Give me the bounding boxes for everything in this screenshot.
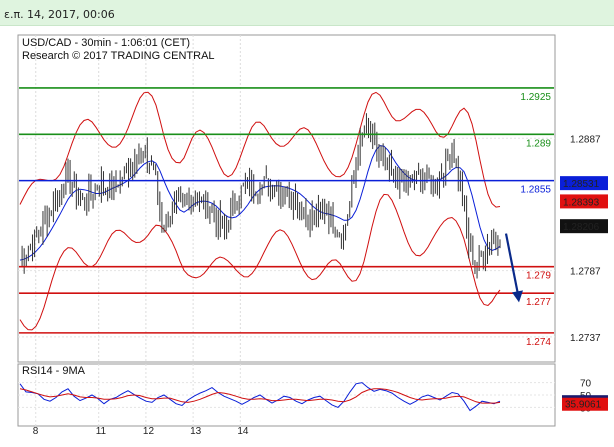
y-tick-label: 1.2737 [570,333,601,344]
price-tags: 1.28531 1.28393 1.28206 [560,176,608,234]
x-tick-label: 11 [96,426,107,437]
rsi-value-tags: 40.023735.9061 [562,395,608,411]
main-y-axis: 1.2887 1.2787 1.2737 [570,134,601,344]
date-label: ε.π. 14, 2017, 00:06 [4,8,115,21]
price-tag-label: 1.28206 [563,222,600,233]
chart-title: USD/CAD - 30min - 1:06:01 (CET) [22,37,190,49]
y-tick-label: 1.2787 [570,267,601,278]
rsi-lines [19,382,501,412]
forecast-arrow [504,233,523,303]
x-axis: 8 11 12 13 14 [33,426,249,437]
level-label: 1.2855 [520,185,551,196]
forecast-arrow-head [512,290,523,303]
price-tag-label: 1.28531 [563,179,600,190]
levels: 1.2925 1.289 1.2855 1.279 1.277 1.274 [19,87,554,348]
rsi-label: RSI14 - 9MA [22,365,86,377]
level-label: 1.2925 [520,92,551,103]
bollinger-lower [19,193,501,331]
rsi-series-line [19,388,501,404]
y-tick-label: 1.2887 [570,134,601,145]
price-tag-label: 1.28393 [563,197,600,208]
rsi-tag-box [562,397,608,411]
candles [21,113,501,279]
rsi-grid [18,364,555,426]
x-tick-label: 8 [33,426,39,437]
chart-subtitle: Research © 2017 TRADING CENTRAL [22,50,215,62]
price-tag-box [560,176,608,191]
level-label: 1.279 [526,271,551,282]
level-label: 1.277 [526,297,551,308]
rsi-series-line [19,382,501,412]
x-tick-label: 13 [190,426,202,437]
price-tag-box [560,194,608,209]
price-tag-box [560,219,608,234]
x-tick-label: 12 [143,426,155,437]
level-label: 1.274 [526,337,551,348]
level-label: 1.289 [526,138,551,149]
top-bar: ε.π. 14, 2017, 00:06 [0,0,614,26]
main-grid [18,35,555,362]
rsi-tag-label: 35.9061 [565,400,602,411]
forecast-arrow-shaft [504,233,520,295]
rsi-y-tick-label: 70 [580,379,592,390]
x-tick-label: 14 [237,426,249,437]
